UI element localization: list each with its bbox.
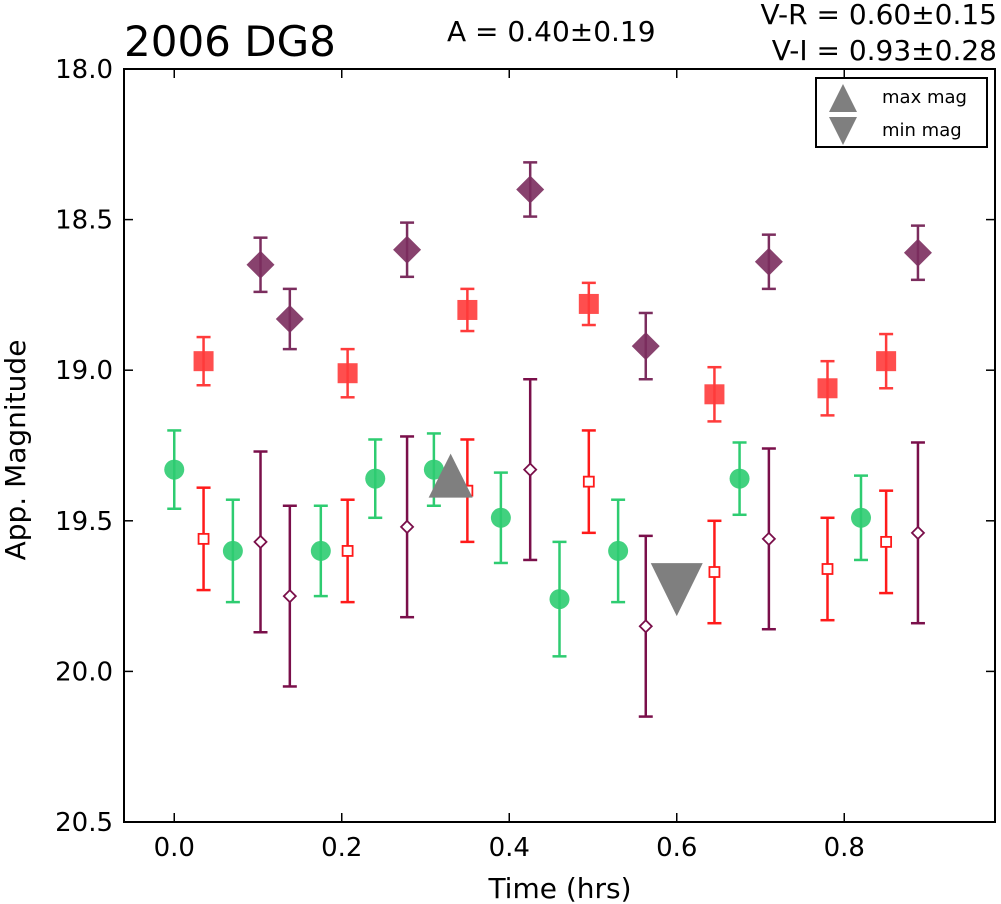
x-tick-label-3: 0.6	[656, 833, 697, 863]
series-0-point-2-marker	[310, 540, 331, 561]
series-4-point-3-marker	[522, 462, 538, 477]
v-r-annotation: V-R = 0.60±0.15	[761, 0, 997, 31]
legend-min-mag-icon	[829, 117, 857, 145]
series-3-point-3-marker	[582, 475, 595, 488]
series-2-point-5-marker	[754, 247, 783, 276]
series-0-point-7-marker	[608, 540, 629, 561]
y-axis-label: App. Magnitude	[0, 340, 32, 561]
series-4-point-6-marker	[910, 525, 926, 541]
series-1	[193, 281, 897, 423]
series-2-point-6-marker	[903, 238, 932, 267]
series-4-point-4-marker	[638, 618, 654, 634]
series-2-point-4-marker	[631, 332, 660, 361]
series-0-point-6-marker	[549, 589, 570, 610]
series-3-point-6-marker	[880, 535, 893, 548]
series-0-point-0-marker	[164, 459, 185, 480]
series-0-point-9-marker	[851, 507, 871, 528]
series-0	[164, 429, 871, 658]
series-3-point-1-marker	[341, 545, 354, 557]
series-4	[253, 377, 926, 718]
x-tick-label-1: 0.2	[321, 833, 362, 863]
series-2	[246, 161, 932, 381]
series-3-point-5-marker	[821, 563, 834, 575]
plot-frame	[123, 68, 996, 823]
series-0-point-1-marker	[222, 540, 243, 561]
series-0-point-4-marker	[423, 459, 444, 480]
series-2-point-3-marker	[516, 175, 545, 204]
series-1-point-0-marker	[193, 351, 214, 372]
y-tick-label-2: 19.0	[55, 356, 113, 386]
axis-ticks: 0.0 0.2 0.4 0.6 0.8 18.0 18.5 19.0 19.5 20.0 20.5	[55, 55, 995, 863]
series-2-point-1-marker	[275, 304, 304, 333]
amplitude-annotation: A = 0.40±0.19	[447, 15, 656, 48]
max-mag-marker-0	[428, 453, 473, 498]
series-0-point-8-marker	[729, 468, 750, 489]
series-1-point-3-marker	[578, 293, 599, 314]
plot-marks	[164, 161, 932, 718]
series-1-point-2-marker	[457, 299, 478, 320]
series-0-point-5-marker	[490, 507, 511, 528]
series-4-point-5-marker	[761, 531, 777, 547]
series-1-point-6-marker	[876, 351, 897, 372]
x-tick-label-4: 0.8	[824, 833, 865, 863]
series-4-point-2-marker	[399, 519, 415, 535]
legend-max-mag-icon	[829, 84, 857, 112]
y-tick-label-1: 18.5	[55, 206, 113, 236]
series-0-point-3-marker	[365, 468, 386, 489]
series-1-point-5-marker	[817, 378, 838, 399]
x-axis-label: Time (hrs)	[487, 872, 631, 904]
chart-title: 2006 DG8	[124, 17, 336, 66]
legend-max-mag-label: max mag	[882, 87, 967, 108]
series-2-point-2-marker	[393, 235, 422, 264]
series-4-point-0-marker	[253, 534, 268, 550]
series-1-point-4-marker	[704, 384, 725, 405]
series-1-point-1-marker	[337, 363, 358, 384]
y-tick-label-5: 20.5	[55, 808, 113, 838]
legend: max mag min mag	[815, 77, 988, 148]
legend-min-mag-label: min mag	[882, 120, 962, 141]
x-tick-label-0: 0.0	[154, 833, 195, 863]
v-i-annotation: V-I = 0.93±0.28	[772, 34, 997, 67]
series-3-point-0-marker	[197, 532, 210, 545]
series-4-point-1-marker	[282, 588, 298, 604]
x-tick-label-2: 0.4	[489, 833, 530, 863]
series-2-point-0-marker	[246, 250, 275, 279]
y-tick-label-4: 20.0	[55, 657, 113, 687]
y-tick-label-0: 18.0	[55, 55, 113, 85]
y-tick-label-3: 19.5	[55, 507, 113, 537]
min-mag-marker-1	[650, 563, 703, 617]
series-3-point-4-marker	[708, 566, 721, 578]
series-3	[196, 429, 894, 625]
